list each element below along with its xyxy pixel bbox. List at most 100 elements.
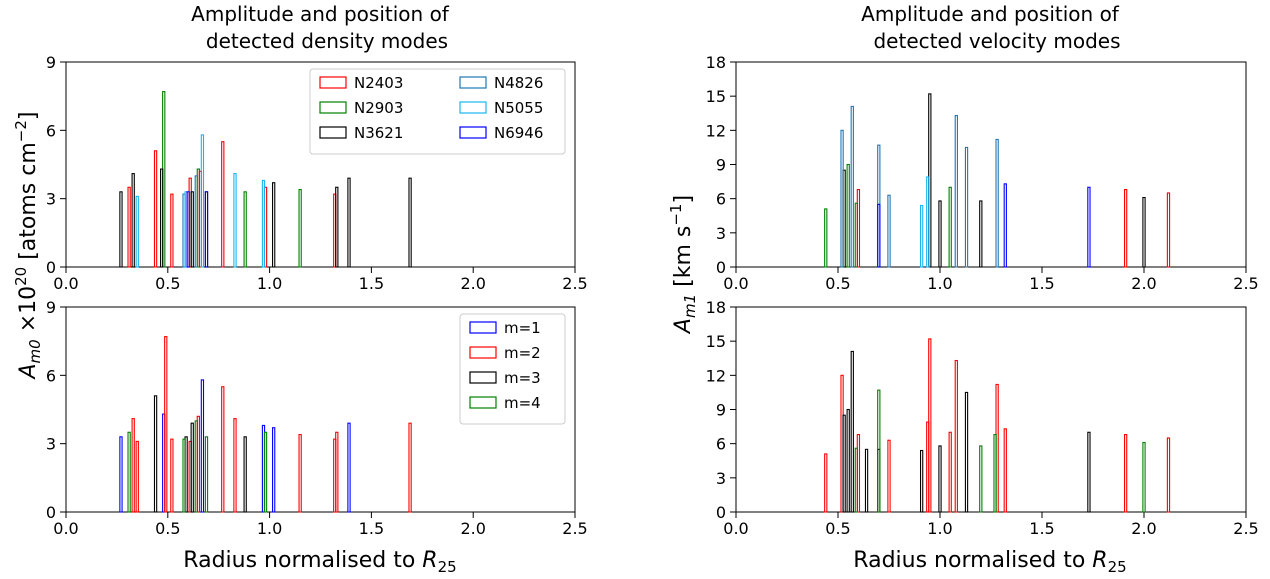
- bottom-left-ytick-label-1: 3: [46, 435, 56, 454]
- top-right-xtick-label-5: 2.5: [1233, 274, 1258, 293]
- bottom-left-bar-m2-10: [335, 431, 339, 513]
- top-right-xtick-label-3: 1.5: [1029, 274, 1054, 293]
- top-right-bar-N2403-1: [1123, 189, 1128, 268]
- bottom-left-bar-m1-5: [347, 422, 351, 513]
- top-left-bar-N3621-0: [119, 191, 123, 268]
- bottom-right-bar-m4-2: [979, 445, 983, 513]
- top-right-bar-N4826-0: [840, 129, 844, 268]
- top-right-bar-N5055-1: [926, 176, 930, 268]
- left-xlabel-prefix: Radius normalised to: [183, 548, 422, 573]
- top-left-ytick-label-3: 9: [46, 53, 56, 72]
- top-left-bar-N5055-2: [200, 134, 205, 268]
- top-left-panel: 0.0 0.5 1.0 1.5 2.0 2.5 0 3 6 9 N2403 N2903 N3621 N48…: [46, 53, 588, 293]
- right-x-axis-label: Radius normalised to R25: [853, 548, 1126, 576]
- top-right-bar-N2903-0: [824, 208, 828, 268]
- top-left-bar-N3621-8: [408, 177, 412, 268]
- top-left-bar-N6946-0: [186, 191, 190, 268]
- bottom-right-bar-m3-0: [842, 414, 846, 513]
- top-left-legend-label-2: N3621: [354, 124, 403, 142]
- top-left-xtick-label-1: 0.5: [155, 274, 180, 293]
- bottom-left-bar-m2-11: [408, 422, 412, 513]
- bottom-left-bar-m3-2: [190, 422, 194, 513]
- top-right-bar-N4826-3: [887, 194, 891, 268]
- top-right-ytick-label-5: 15: [706, 87, 726, 106]
- bottom-right-bar-m2-3: [887, 439, 891, 513]
- bottom-left-xtick-label-5: 2.5: [562, 519, 587, 538]
- top-right-panel: 0.0 0.5 1.0 1.5 2.0 2.5 0 3 6 9 12 15 18: [706, 53, 1259, 293]
- bottom-right-bar-m3-6: [938, 445, 942, 513]
- bottom-right-xtick-label-0: 0.0: [723, 519, 748, 538]
- top-right-bar-N6946-1: [1003, 183, 1007, 268]
- top-right-bar-N2903-1: [846, 163, 850, 268]
- bottom-right-bar-m2-5: [928, 338, 932, 513]
- top-right-xtick-label-0: 0.0: [723, 274, 748, 293]
- top-left-legend-swatch-5: [459, 126, 487, 139]
- top-right-ytick-label-3: 9: [716, 156, 726, 175]
- left-xlabel-symbol: R: [422, 548, 437, 573]
- top-left-legend-label-0: N2403: [354, 74, 403, 92]
- bottom-right-xtick-label-2: 1.0: [927, 519, 952, 538]
- bottom-right-bar-m3-7: [964, 391, 969, 513]
- top-left-bar-N2403-0: [127, 186, 131, 268]
- top-left-legend-label-4: N5055: [494, 99, 543, 117]
- top-left-legend-swatch-4: [459, 101, 487, 114]
- top-left-bar-N3621-3: [190, 191, 194, 268]
- top-left-bar-N3621-5: [272, 182, 276, 268]
- top-left-legend-label-3: N4826: [494, 74, 543, 92]
- bottom-left-xtick-label-0: 0.0: [53, 519, 78, 538]
- top-left-bar-N5055-4: [261, 179, 266, 268]
- bottom-left-bar-m2-2: [164, 336, 168, 513]
- right-ylabel-unit-start: [km s: [671, 226, 696, 294]
- bottom-left-bar-m4-3: [204, 436, 209, 513]
- right-y-axis-label: Am1 [km s−1]: [667, 195, 699, 335]
- top-left-xtick-label-2: 1.0: [257, 274, 282, 293]
- top-right-bar-N2903-2: [854, 202, 859, 268]
- top-left-xtick-label-4: 2.0: [460, 274, 485, 293]
- top-right-bar-N3621-3: [979, 200, 983, 268]
- bottom-left-bar-m2-1: [135, 440, 139, 513]
- bottom-left-panel: 0.0 0.5 1.0 1.5 2.0 2.5 0 3 6 9 m=1 m=2 m=3 m=4: [46, 298, 588, 538]
- top-left-bar-N3621-6: [335, 186, 339, 268]
- bottom-right-bar-m3-2: [850, 350, 854, 513]
- top-left-legend: [309, 68, 566, 155]
- top-left-bar-N3621-7: [347, 177, 351, 268]
- top-right-ytick-label-0: 0: [716, 258, 726, 277]
- left-title-line2: detected density modes: [206, 29, 448, 53]
- bottom-left-bar-m2-8: [298, 434, 302, 513]
- top-left-legend-label-5: N6946: [494, 124, 543, 142]
- top-right-ytick-label-1: 3: [716, 224, 726, 243]
- bottom-left-bar-m2-3: [170, 438, 174, 513]
- top-right-bar-N6946-0: [877, 203, 881, 268]
- bottom-right-bar-m2-7: [954, 359, 958, 513]
- bottom-left-bar-m4-4: [263, 431, 268, 513]
- left-ylabel-sup: 20: [12, 267, 30, 286]
- bottom-left-xtick-label-2: 1.0: [257, 519, 282, 538]
- bottom-left-bar-m2-0: [131, 418, 135, 513]
- top-right-bar-N6946-2: [1087, 186, 1091, 268]
- top-left-bar-N5055-3: [233, 173, 237, 268]
- bottom-right-xtick-label-4: 2.0: [1131, 519, 1156, 538]
- top-left-bar-N2403-5: [221, 141, 225, 268]
- left-x-axis-label: Radius normalised to R25: [183, 548, 456, 576]
- bottom-left-ytick-label-2: 6: [46, 366, 56, 385]
- top-right-bar-N2903-3: [948, 186, 952, 268]
- top-right-bar-N4826-4: [954, 114, 958, 268]
- bottom-right-bar-m2-10: [1123, 434, 1128, 513]
- top-left-legend-label-1: N2903: [354, 99, 403, 117]
- top-left-legend-swatch-3: [459, 76, 487, 89]
- bottom-left-bar-m3-3: [243, 436, 247, 513]
- bottom-right-xtick-label-3: 1.5: [1029, 519, 1054, 538]
- top-right-bar-N4826-5: [964, 146, 969, 268]
- top-left-bar-N5055-0: [135, 195, 139, 268]
- left-ylabel-unit-sup: −2: [12, 120, 30, 142]
- bottom-left-legend-label-0: m=1: [504, 319, 541, 337]
- bottom-right-ytick-label-5: 15: [706, 332, 726, 351]
- bottom-right-bar-m3-5: [919, 449, 924, 513]
- bottom-right-xtick-label-5: 2.5: [1233, 519, 1258, 538]
- bottom-right-bar-m2-6: [948, 431, 952, 513]
- right-title-line2: detected velocity modes: [873, 29, 1120, 53]
- bottom-right-bar-m2-0: [824, 453, 828, 513]
- top-left-legend-swatch-1: [319, 101, 347, 114]
- bottom-left-legend-label-2: m=3: [504, 369, 541, 387]
